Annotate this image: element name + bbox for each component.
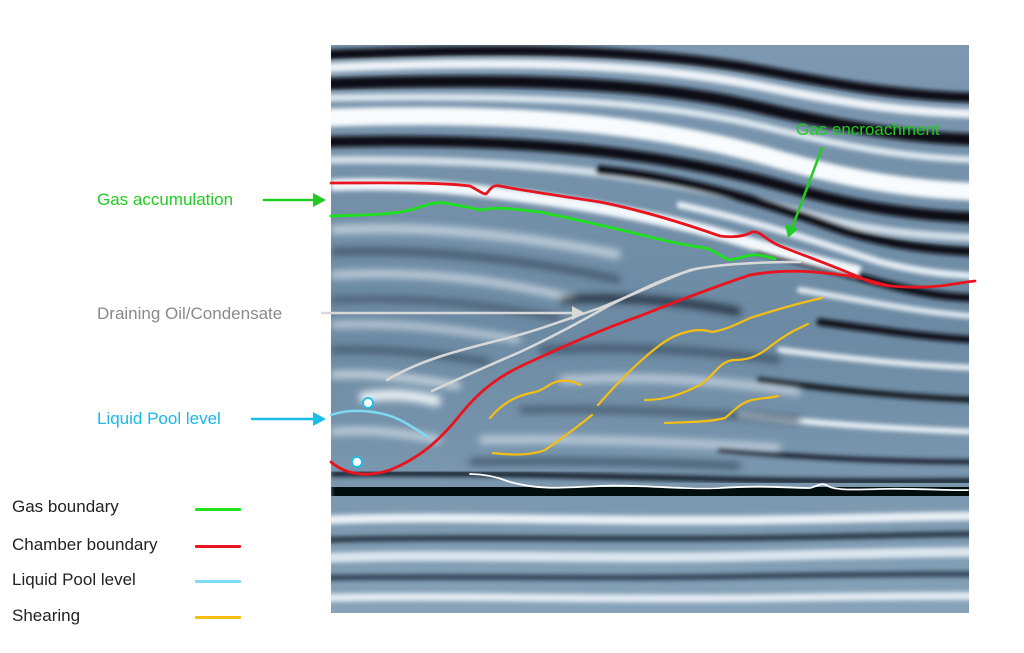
draining-oil-arrow [320,306,585,320]
legend-swatch-liquid-pool-level [195,580,241,583]
draining-oil-lines [385,260,802,393]
annotation-arrows [250,146,824,426]
draining-oil-label: Draining Oil/Condensate [97,304,283,323]
legend-label-chamber-boundary: Chamber boundary [12,535,158,554]
legend-label-liquid-pool-level: Liquid Pool level [12,570,136,589]
seismic-image [331,45,969,613]
gas-encroachment-arrow [785,146,824,238]
chamber-boundary-lower-line [329,269,892,476]
gas-accumulation-label: Gas accumulation [97,190,234,209]
gas-accumulation-arrow [262,193,326,207]
liquid-pool-marker-upper [362,397,374,409]
liquid-pool-label: Liquid Pool level [97,409,221,428]
shearing-lines [488,296,824,456]
legend-swatch-gas-boundary [195,508,241,511]
liquid-pool-line [329,409,430,439]
gas-boundary-line [329,201,777,262]
legend-label-gas-boundary: Gas boundary [12,497,119,516]
liquid-pool-marker-lower [351,456,363,468]
liquid-pool-arrow [250,412,326,426]
horizon-line [469,473,969,492]
legend-swatch-chamber-boundary [195,545,241,548]
gas-encroachment-label: Gas encroachment [796,120,940,139]
legend-label-shearing: Shearing [12,606,81,625]
legend-swatch-shearing [195,616,241,619]
